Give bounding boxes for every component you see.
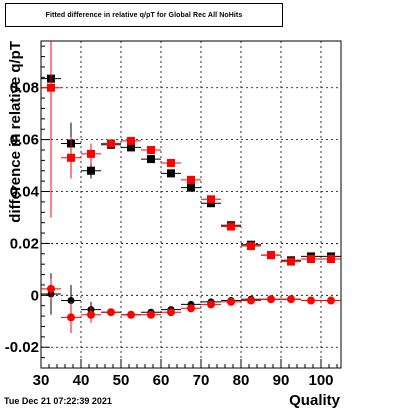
data-point-square xyxy=(287,257,295,266)
data-point-square xyxy=(187,175,195,184)
data-point-square xyxy=(47,83,55,92)
data-point-circle xyxy=(227,297,235,306)
x-tick-label: 30 xyxy=(33,372,50,389)
y-tick-label: 0.08 xyxy=(10,80,39,97)
chart-title-box: Fitted difference in relative q/pT for G… xyxy=(5,3,283,27)
data-point-square xyxy=(147,146,155,154)
ticks-layer xyxy=(40,45,338,369)
data-point-square xyxy=(87,149,95,158)
data-point-square xyxy=(227,222,235,231)
data-point-circle xyxy=(327,296,335,305)
data-point-square xyxy=(107,139,115,148)
data-point-circle xyxy=(287,295,295,304)
data-point-circle xyxy=(127,310,135,319)
series-1 xyxy=(41,41,341,266)
data-point-square xyxy=(267,251,275,260)
series-3 xyxy=(41,278,341,333)
x-tick-label: 100 xyxy=(308,372,333,389)
series-layer xyxy=(41,41,341,333)
y-axis-title: difference in relative q/pT xyxy=(7,41,24,223)
x-axis-title: Quality xyxy=(289,392,341,409)
y-tick-label: 0.04 xyxy=(10,184,40,201)
data-point-square xyxy=(207,195,215,204)
y-tick-label: 0.06 xyxy=(10,132,39,149)
data-point-square xyxy=(187,183,195,192)
y-tick-label: 0.02 xyxy=(10,235,39,252)
data-point-circle xyxy=(67,313,75,322)
y-tick-label: 0 xyxy=(31,287,39,304)
data-point-circle xyxy=(47,284,55,293)
series-0 xyxy=(41,70,341,265)
data-point-square xyxy=(167,158,175,167)
data-point-circle xyxy=(107,308,115,317)
x-tick-label: 50 xyxy=(113,372,130,389)
data-point-square xyxy=(327,255,335,263)
x-tick-label: 60 xyxy=(153,372,170,389)
data-point-square xyxy=(307,255,315,263)
plot-frame xyxy=(40,40,342,369)
data-point-square xyxy=(87,166,95,175)
x-tick-label: 70 xyxy=(193,372,210,389)
data-point-square xyxy=(127,136,135,145)
data-point-circle xyxy=(87,310,95,319)
data-point-square xyxy=(147,155,155,164)
grid-layer xyxy=(41,41,341,368)
data-point-circle xyxy=(167,308,175,317)
data-point-circle xyxy=(147,310,155,319)
data-point-circle xyxy=(247,296,255,305)
data-point-circle xyxy=(307,296,315,305)
data-point-square xyxy=(247,242,255,251)
data-point-square xyxy=(67,153,75,162)
y-tick-label: -0.02 xyxy=(5,339,39,356)
data-point-circle xyxy=(187,304,195,313)
data-point-square xyxy=(127,143,135,152)
x-tick-label: 90 xyxy=(273,372,290,389)
x-tick-label: 40 xyxy=(73,372,90,389)
chart-title: Fitted difference in relative q/pT for G… xyxy=(45,11,243,19)
data-point-circle xyxy=(267,295,275,304)
labels-layer: 30 40 50 60 70 80 90 100 -0.02 0 0.02 0.04 0.06 0.08 xyxy=(5,80,334,389)
data-point-circle xyxy=(207,300,215,309)
data-point-circle xyxy=(67,297,75,305)
datestamp: Tue Dec 21 07:22:39 2021 xyxy=(4,396,112,406)
data-point-square xyxy=(167,169,175,178)
x-tick-label: 80 xyxy=(233,372,250,389)
